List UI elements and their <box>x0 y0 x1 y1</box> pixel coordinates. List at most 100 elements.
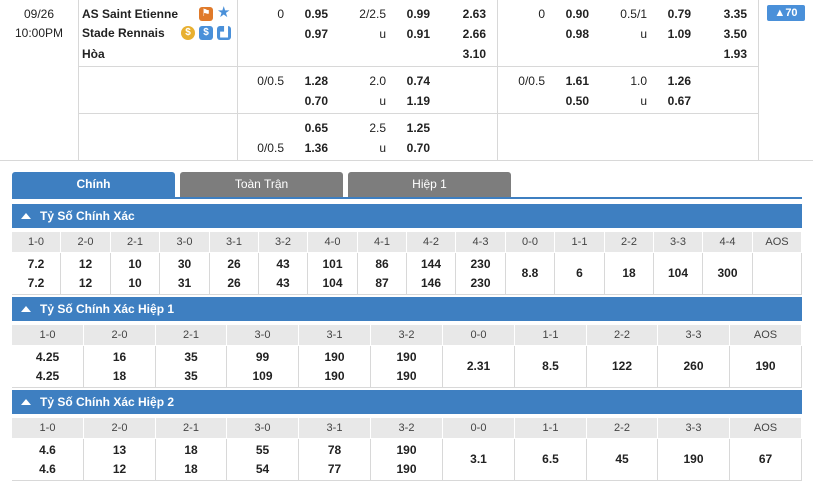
score-odds-cell[interactable] <box>753 253 802 295</box>
handicap-odds[interactable]: 0.70 <box>304 94 328 108</box>
tab-main[interactable]: Chính <box>12 172 175 197</box>
overunder-odds[interactable]: 0.91 <box>406 27 430 41</box>
overunder-line: 1.0 <box>630 74 647 88</box>
score-odds-cell[interactable]: 101 104 <box>308 253 358 295</box>
1x2-odds[interactable]: 3.35 <box>723 7 747 21</box>
score-odds-cell[interactable]: 12 12 <box>61 253 111 295</box>
score-odds-cell[interactable]: 7.2 7.2 <box>12 253 61 295</box>
score-odds-cell[interactable]: 13 12 <box>84 439 156 481</box>
overunder-odds[interactable]: 1.25 <box>406 121 430 135</box>
away-score-odds: 4.6 <box>39 462 56 476</box>
handicap-odds[interactable]: 1.36 <box>304 141 328 155</box>
tab-firsthalf[interactable]: Hiệp 1 <box>348 172 511 197</box>
coin-icon[interactable]: $ <box>181 26 195 40</box>
1x2-odds[interactable] <box>703 73 747 89</box>
score-odds-cell[interactable]: 190 190 <box>371 439 443 481</box>
handicap-odds[interactable]: 0.50 <box>565 94 589 108</box>
score-odds-cell[interactable]: 78 77 <box>299 439 371 481</box>
more-markets-badge[interactable]: ▲70 <box>767 5 805 21</box>
tab-fulltime[interactable]: Toàn Trận <box>180 172 343 197</box>
1x2-odds[interactable] <box>703 93 747 109</box>
1x2-odds[interactable] <box>442 93 486 109</box>
score-odds-cell[interactable]: 10 10 <box>111 253 160 295</box>
score-odds-cell[interactable]: 16 18 <box>84 346 156 388</box>
correct-score-h1-header[interactable]: Tỷ Số Chính Xác Hiệp 1 <box>12 297 802 321</box>
score-odds-cell[interactable]: 43 43 <box>259 253 308 295</box>
dollar-icon[interactable]: $ <box>199 26 213 40</box>
score-odds-cell[interactable]: 67 <box>730 439 802 481</box>
home-team[interactable]: AS Saint Etienne <box>82 7 179 21</box>
score-odds-cell[interactable]: 8.8 <box>506 253 555 295</box>
1x2-odds[interactable] <box>442 120 486 136</box>
score-odds-cell[interactable]: 190 <box>658 439 730 481</box>
score-header: AOS <box>730 325 802 345</box>
correct-score-header[interactable]: Tỷ Số Chính Xác <box>12 204 802 228</box>
handicap-odds[interactable]: 0.97 <box>304 27 328 41</box>
1x2-odds[interactable]: 3.50 <box>723 27 747 41</box>
score-odds-cell[interactable]: 8.5 <box>515 346 587 388</box>
away-team[interactable]: Stade Rennais <box>82 26 165 40</box>
handicap-line <box>497 46 545 62</box>
score-odds-cell[interactable]: 4.6 4.6 <box>12 439 84 481</box>
score-odds-cell[interactable]: 3.1 <box>443 439 515 481</box>
score-odds-cell[interactable]: 86 87 <box>358 253 407 295</box>
score-odds-cell[interactable]: 230 230 <box>456 253 506 295</box>
handicap-odds[interactable] <box>549 46 589 62</box>
overunder-odds[interactable] <box>651 46 691 62</box>
score-odds-cell[interactable]: 104 <box>654 253 703 295</box>
score-odds-cell[interactable]: 4.25 4.25 <box>12 346 84 388</box>
stats-icon[interactable]: ▟ <box>217 26 231 40</box>
score-odds-cell[interactable]: 55 54 <box>227 439 299 481</box>
collapse-icon[interactable] <box>21 306 31 312</box>
1x2-odds[interactable]: 3.10 <box>462 47 486 61</box>
star-icon[interactable]: ★ <box>217 4 231 21</box>
overunder-odds[interactable]: 1.19 <box>406 94 430 108</box>
score-odds-cell[interactable]: 260 <box>658 346 730 388</box>
score-odds-cell[interactable]: 300 <box>703 253 753 295</box>
handicap-odds[interactable]: 1.61 <box>565 74 589 88</box>
score-odds-cell[interactable]: 6.5 <box>515 439 587 481</box>
1x2-odds[interactable]: 2.63 <box>462 7 486 21</box>
score-odds-cell[interactable]: 99 109 <box>227 346 299 388</box>
1x2-odds[interactable]: 1.93 <box>723 47 747 61</box>
handicap-odds[interactable]: 0.98 <box>565 27 589 41</box>
overunder-odds[interactable]: 0.79 <box>667 7 691 21</box>
score-odds-cell[interactable]: 35 35 <box>156 346 227 388</box>
home-score-odds: 16 <box>112 350 127 364</box>
overunder-odds[interactable]: 0.99 <box>406 7 430 21</box>
correct-score-h2-header[interactable]: Tỷ Số Chính Xác Hiệp 2 <box>12 390 802 414</box>
overunder-odds[interactable]: 0.70 <box>406 141 430 155</box>
home-score-odds: 55 <box>255 443 270 457</box>
1x2-odds[interactable]: 2.66 <box>462 27 486 41</box>
correct-score-h2-odds-row: 4.6 4.6 13 12 18 18 55 54 78 77 190 190 3.1 6.5 45 190 6… <box>12 439 802 481</box>
overunder-odds[interactable]: 1.26 <box>667 74 691 88</box>
overunder-odds[interactable] <box>390 46 430 62</box>
collapse-icon[interactable] <box>21 213 31 219</box>
handicap-odds[interactable]: 1.28 <box>304 74 328 88</box>
score-odds-cell[interactable]: 190 190 <box>371 346 443 388</box>
score-odds-cell[interactable]: 30 31 <box>160 253 210 295</box>
overunder-odds[interactable]: 0.67 <box>667 94 691 108</box>
score-header: 3-2 <box>259 232 308 252</box>
home-score-odds: 10 <box>128 257 142 271</box>
overunder-odds[interactable]: 0.74 <box>406 74 430 88</box>
jersey-icon[interactable]: ⚑ <box>199 7 213 21</box>
score-odds-cell[interactable]: 190 <box>730 346 802 388</box>
1x2-odds[interactable] <box>442 140 486 156</box>
score-odds-cell[interactable]: 6 <box>555 253 605 295</box>
score-odds-cell[interactable]: 144 146 <box>407 253 456 295</box>
score-odds-cell[interactable]: 2.31 <box>443 346 515 388</box>
overunder-odds[interactable]: 1.09 <box>667 27 691 41</box>
score-odds-cell[interactable]: 190 190 <box>299 346 371 388</box>
score-odds-cell[interactable]: 18 <box>605 253 654 295</box>
handicap-odds[interactable]: 0.95 <box>304 7 328 21</box>
score-odds-cell[interactable]: 26 26 <box>210 253 259 295</box>
handicap-odds[interactable]: 0.90 <box>565 7 589 21</box>
handicap-odds[interactable] <box>288 46 328 62</box>
score-odds-cell[interactable]: 18 18 <box>156 439 227 481</box>
collapse-icon[interactable] <box>21 399 31 405</box>
1x2-odds[interactable] <box>442 73 486 89</box>
handicap-odds[interactable]: 0.65 <box>304 121 328 135</box>
score-odds-cell[interactable]: 122 <box>587 346 658 388</box>
score-odds-cell[interactable]: 45 <box>587 439 658 481</box>
